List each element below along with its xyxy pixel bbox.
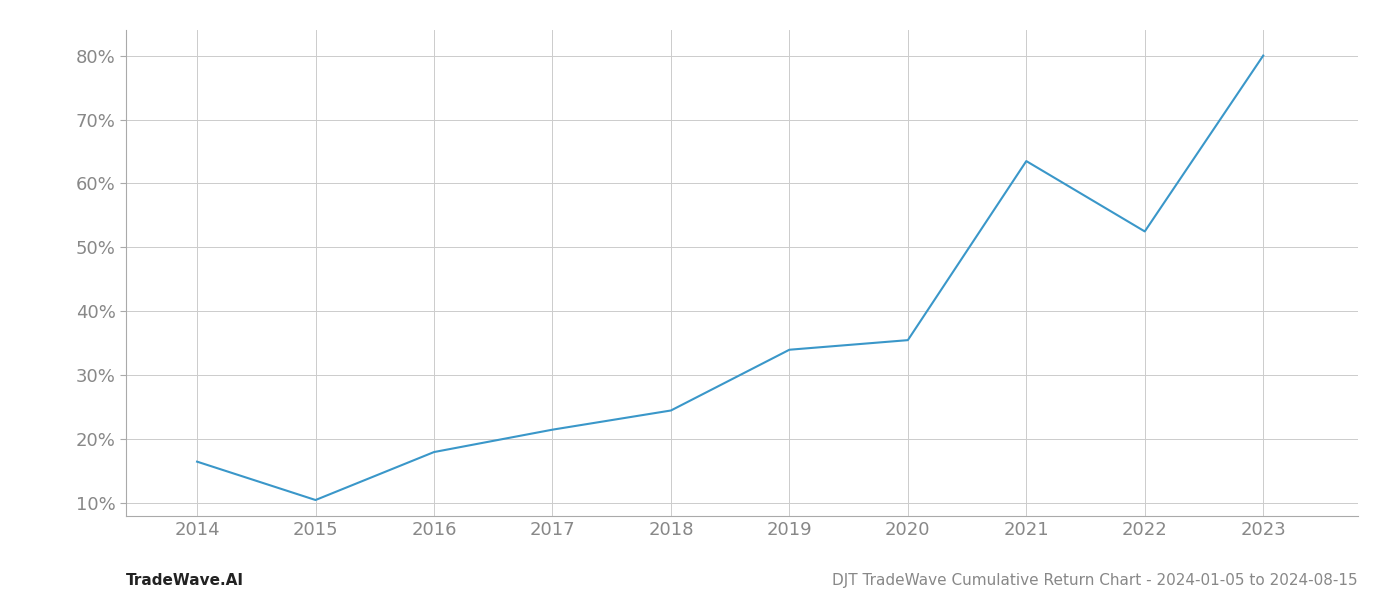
Text: DJT TradeWave Cumulative Return Chart - 2024-01-05 to 2024-08-15: DJT TradeWave Cumulative Return Chart - … xyxy=(833,573,1358,588)
Text: TradeWave.AI: TradeWave.AI xyxy=(126,573,244,588)
